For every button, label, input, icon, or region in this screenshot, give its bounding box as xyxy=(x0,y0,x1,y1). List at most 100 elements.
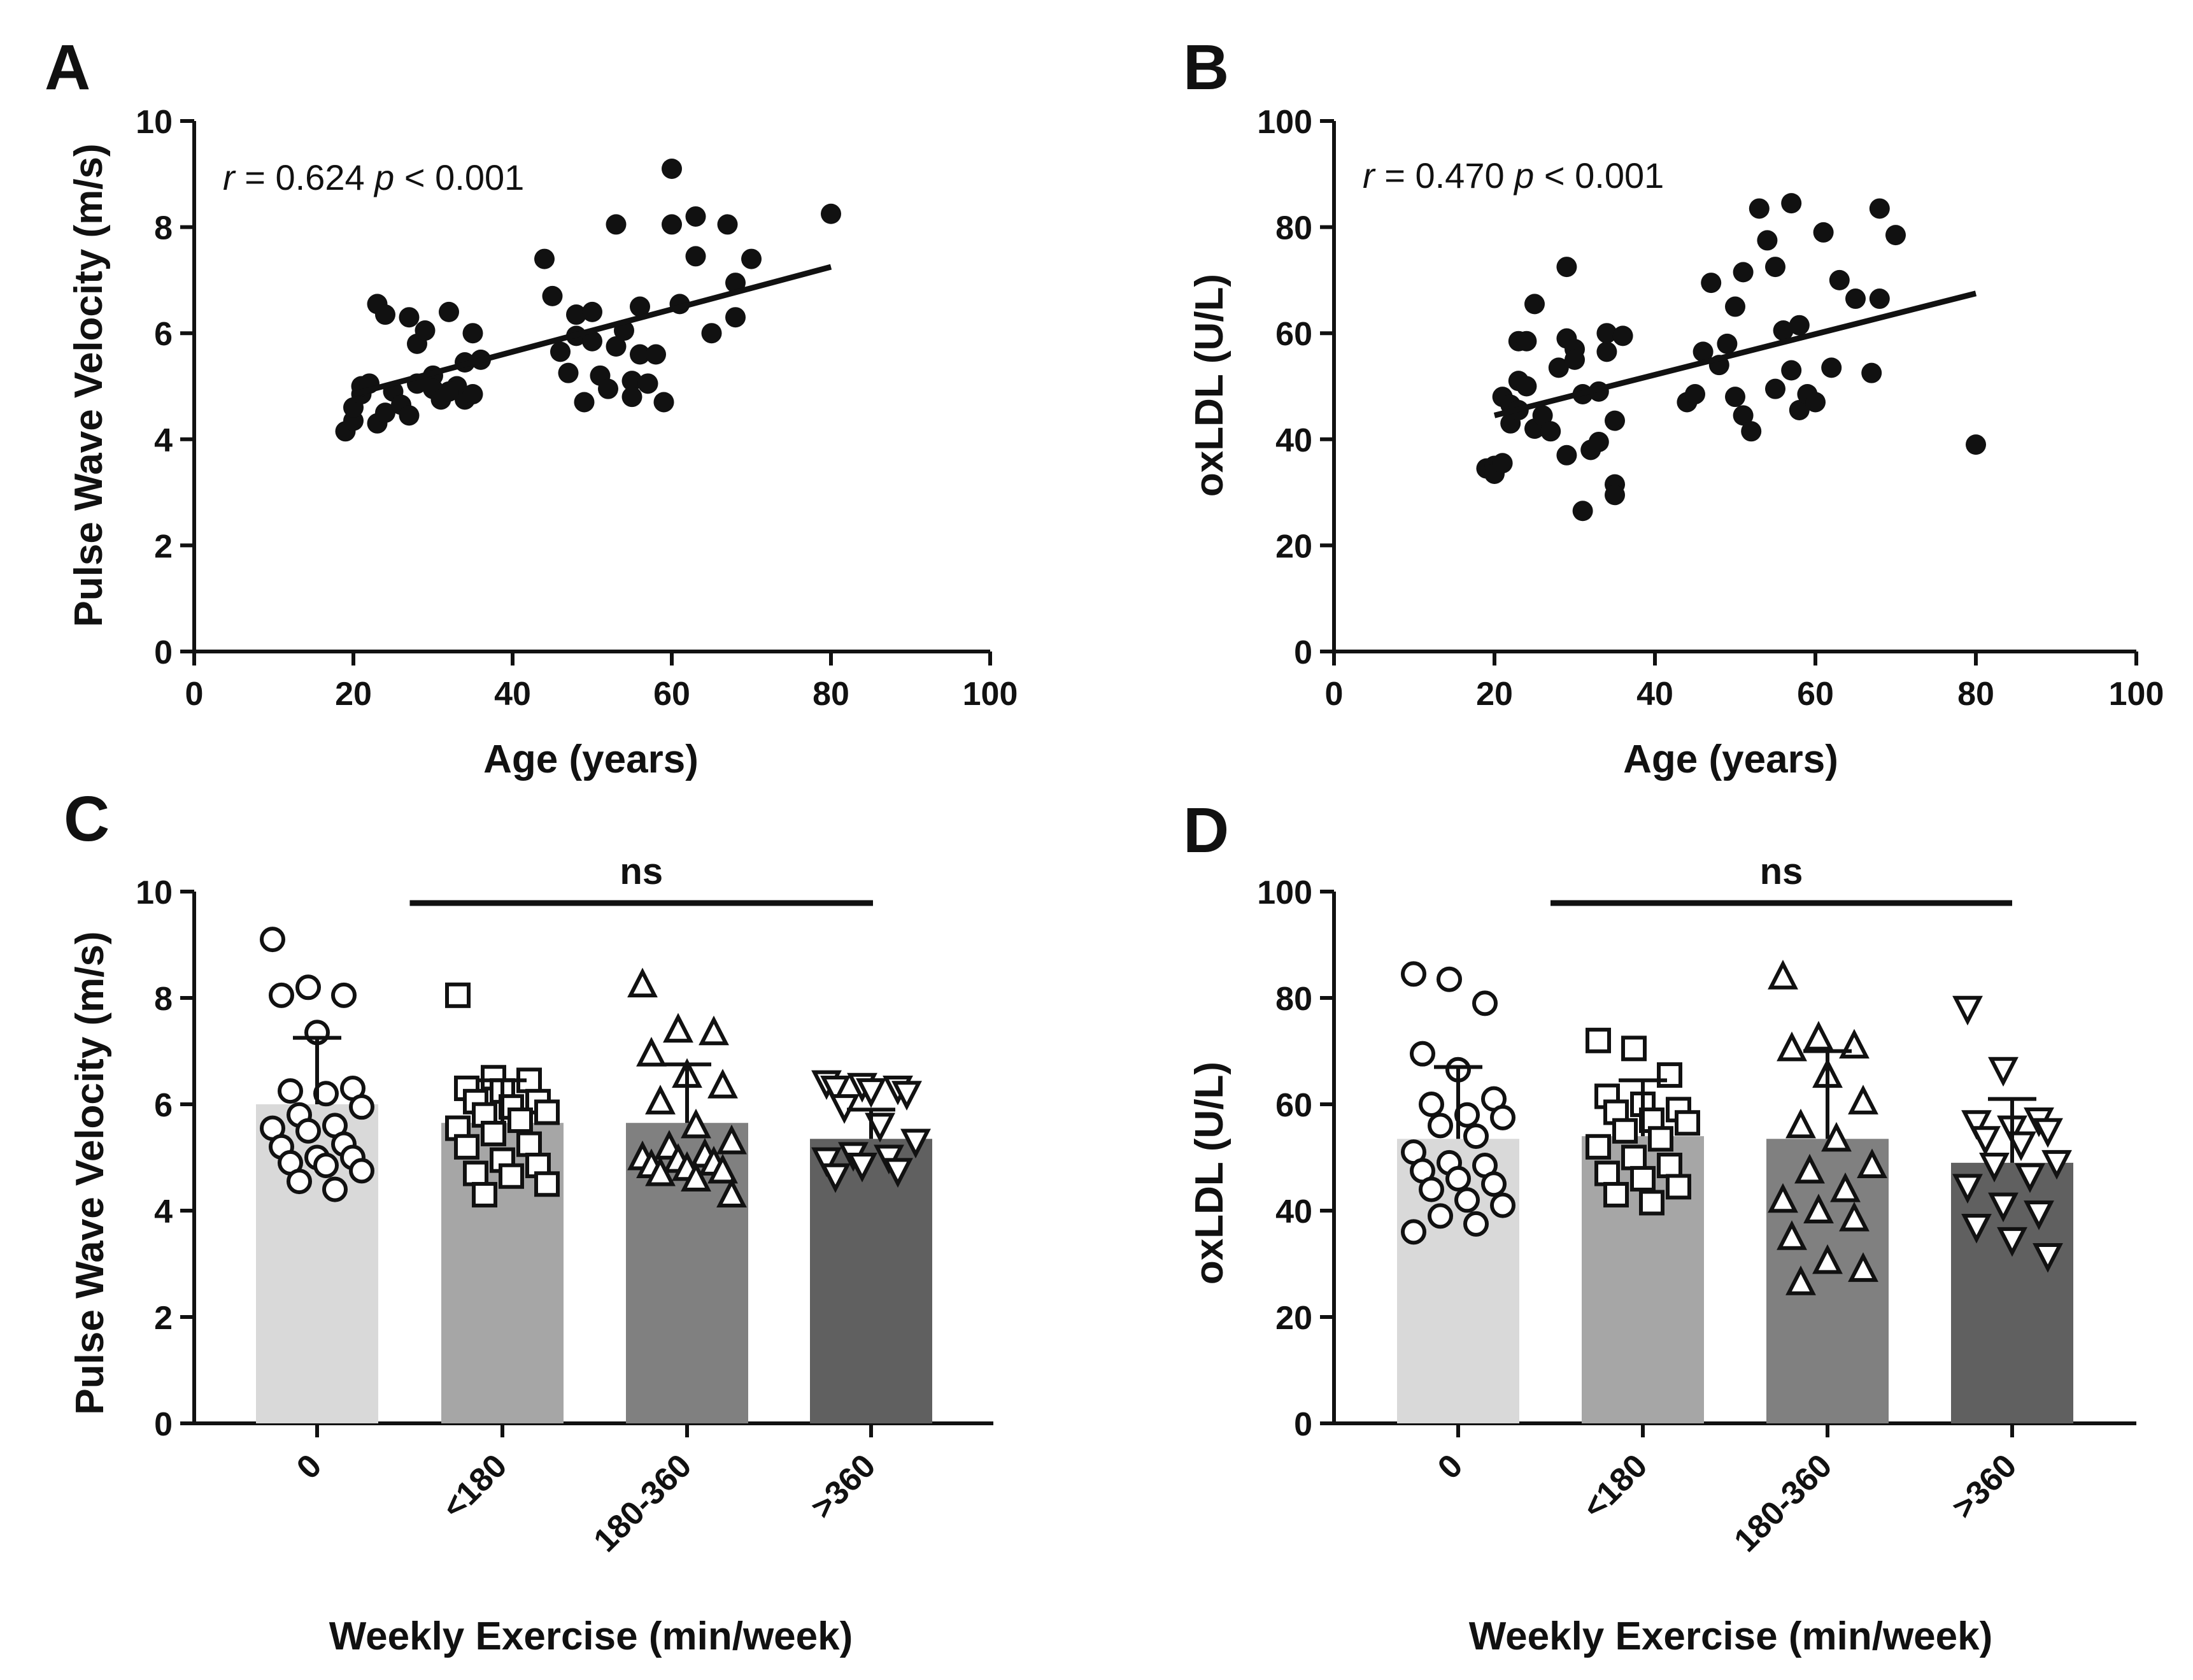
circle-marker xyxy=(1428,1113,1453,1139)
triangle-up-marker xyxy=(707,1153,738,1184)
r-symbol: r xyxy=(223,157,236,197)
data-point xyxy=(621,387,642,408)
data-point xyxy=(534,248,555,269)
y-tick-label: 80 xyxy=(1275,210,1312,247)
triangle-down-marker xyxy=(2006,1131,2036,1162)
data-point xyxy=(685,206,706,227)
data-point xyxy=(1605,485,1625,506)
square-marker xyxy=(1657,1153,1682,1179)
triangle-up-marker xyxy=(1848,1085,1878,1114)
data-point xyxy=(1765,378,1785,399)
circle-marker xyxy=(1472,990,1498,1016)
panel-a: A Pulse Wave Velocity (m/s) Age (years) … xyxy=(45,32,1018,781)
square-marker xyxy=(516,1131,542,1157)
data-point xyxy=(375,304,395,325)
y-tick-label: 10 xyxy=(136,104,173,141)
data-point xyxy=(415,320,436,341)
circle-marker xyxy=(322,1176,348,1202)
data-point xyxy=(1813,222,1834,243)
data-point xyxy=(1733,262,1754,283)
circle-marker xyxy=(287,1169,312,1195)
y-tick-label: 40 xyxy=(1275,1193,1312,1230)
triangle-up-marker xyxy=(1794,1153,1825,1184)
data-point xyxy=(462,323,483,344)
square-marker xyxy=(1639,1190,1664,1216)
triangle-up-marker xyxy=(1777,1031,1807,1062)
x-axis-title: Weekly Exercise (min/week) xyxy=(329,1614,853,1658)
data-point xyxy=(1717,333,1738,354)
triangle-up-marker xyxy=(707,1069,738,1099)
triangle-up-marker xyxy=(1812,1244,1843,1274)
data-point xyxy=(1789,315,1810,336)
x-tick-label: 20 xyxy=(335,676,372,713)
plot-area: 0 20 40 60 80 100 0 20 40 60 80 100 xyxy=(1257,104,2164,713)
triangle-up-marker xyxy=(645,1085,676,1114)
triangle-up-marker xyxy=(1785,1108,1816,1139)
data-point xyxy=(662,214,682,235)
triangle-up-marker xyxy=(1839,1029,1870,1059)
square-marker xyxy=(534,1099,560,1125)
triangle-down-marker xyxy=(2024,1200,2054,1230)
triangle-down-marker xyxy=(2033,1118,2063,1148)
panel-c: C Pulse Wave Velocity (m/s) Weekly Exerc… xyxy=(64,783,993,1658)
triangle-down-marker xyxy=(1997,1227,2027,1257)
data-point xyxy=(1596,341,1617,362)
r-value: = 0.624 xyxy=(235,157,375,197)
square-marker xyxy=(472,1181,497,1207)
data-point xyxy=(1885,225,1906,246)
data-point xyxy=(439,381,459,402)
panel-letter: D xyxy=(1183,795,1229,866)
triangle-down-marker xyxy=(811,1147,842,1178)
data-point xyxy=(1524,294,1545,315)
triangle-down-marker xyxy=(847,1153,877,1183)
data-point xyxy=(725,307,746,328)
x-axis-title: Age (years) xyxy=(1623,737,1838,781)
p-symbol: p xyxy=(1513,155,1534,196)
triangle-up-marker xyxy=(681,1162,711,1192)
triangle-up-marker xyxy=(1857,1148,1887,1179)
significance-label: ns xyxy=(1760,851,1803,892)
panel-letter: A xyxy=(45,32,90,103)
triangle-down-marker xyxy=(883,1158,913,1188)
data-point xyxy=(1516,331,1537,352)
r-value: = 0.470 xyxy=(1375,155,1515,196)
x-axis-title: Weekly Exercise (min/week) xyxy=(1469,1614,1993,1658)
data-point xyxy=(598,378,618,399)
data-point xyxy=(582,331,602,352)
square-marker xyxy=(1666,1174,1691,1200)
square-marker xyxy=(445,982,471,1008)
circle-marker xyxy=(313,1153,339,1179)
square-marker xyxy=(1594,1160,1620,1186)
square-marker xyxy=(1603,1181,1629,1207)
significance-label: ns xyxy=(620,851,663,892)
triangle-up-marker xyxy=(1768,1183,1798,1213)
data-point xyxy=(1516,376,1537,397)
data-point xyxy=(1548,357,1569,378)
square-marker xyxy=(463,1160,488,1186)
data-point xyxy=(685,246,706,267)
data-point xyxy=(1781,193,1802,214)
data-point xyxy=(582,301,602,322)
x-tick-label: 100 xyxy=(2109,676,2164,713)
y-tick-label: 2 xyxy=(154,1300,173,1337)
correlation-annotation: r = 0.470 p < 0.001 xyxy=(1363,155,1664,196)
panel-d: D oxLDL (U/L) Weekly Exercise (min/week)… xyxy=(1183,795,2136,1658)
data-point xyxy=(1693,341,1714,362)
circle-marker xyxy=(1437,966,1462,992)
y-tick-label: 100 xyxy=(1257,104,1312,141)
triangle-up-marker xyxy=(716,1178,747,1207)
triangle-up-marker xyxy=(1839,1201,1870,1232)
y-tick-label: 0 xyxy=(154,634,173,671)
data-point xyxy=(653,392,674,413)
x-tick-label: 60 xyxy=(1797,676,1834,713)
data-point xyxy=(662,158,682,179)
circle-marker xyxy=(1490,1104,1515,1130)
data-point xyxy=(1757,230,1778,251)
circle-marker xyxy=(1445,1165,1471,1192)
triangle-up-marker xyxy=(1768,960,1798,990)
y-tick-label: 6 xyxy=(154,316,173,353)
circle-marker xyxy=(1428,1203,1453,1229)
circle-marker xyxy=(1490,1192,1515,1218)
triangle-up-marker xyxy=(681,1108,711,1139)
